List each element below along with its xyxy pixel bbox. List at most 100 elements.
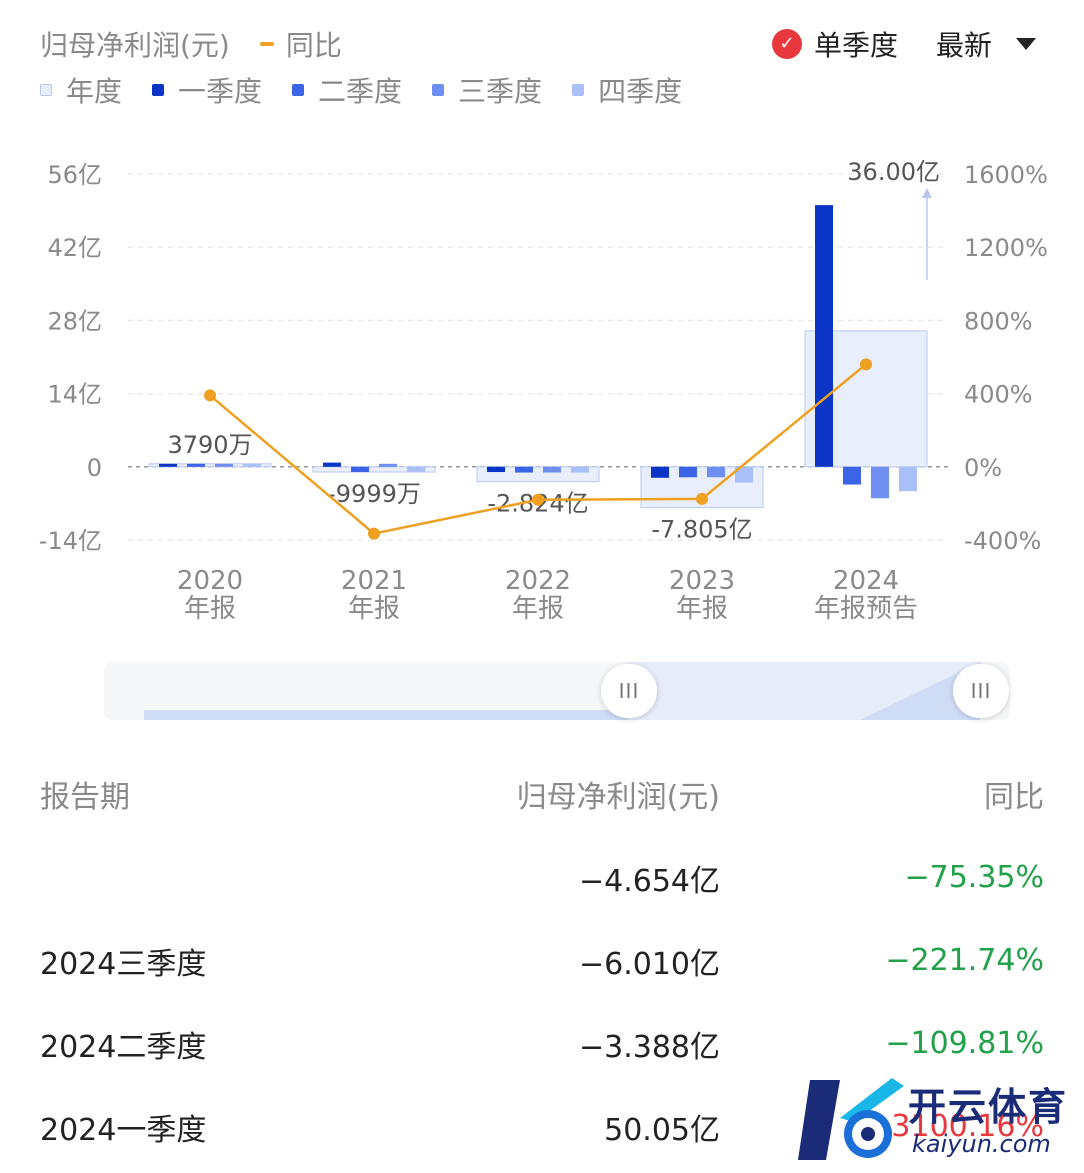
watermark-logo: 开云体育 kaiyun.com [796,1072,1080,1168]
range-slider[interactable]: III III [104,662,1010,720]
cell-profit: −3.388亿 [578,1029,720,1065]
legend-label: 四季度 [598,75,683,108]
table-row[interactable]: 2024一季度 50.05亿 3100.16% [40,1085,1044,1168]
quarter-bar [871,466,889,499]
sort-select[interactable]: 最新 [936,24,1037,64]
header-yoy[interactable]: 同比 [984,780,1044,815]
yoy-point [532,493,544,506]
legend-swatch [152,84,165,96]
sort-label: 最新 [936,29,993,62]
y-right-tick-label: 1600% [964,161,1048,189]
y-left-tick-label: 28亿 [47,307,102,335]
quarter-bar [243,463,261,467]
x-tick-label: 2024 [833,566,899,596]
legend-item-period-0[interactable]: 年度 [40,70,122,110]
annual-data-label: 36.00亿 [847,158,940,186]
cell-yoy: −109.81% [885,1026,1044,1061]
annual-bar [312,466,436,473]
overflow-arrow-icon [922,188,932,198]
slider-left-handle[interactable]: III [601,664,657,718]
annual-data-label: -9999万 [327,480,421,508]
legend-swatch [40,84,52,96]
y-left-tick-label: 42亿 [47,234,102,262]
y-right-tick-label: 800% [964,307,1033,335]
cell-period: 2024二季度 [40,1029,207,1065]
grip-icon: III [970,679,992,703]
x-tick-label: 年报 [348,594,400,624]
x-tick-label: 年报预告 [814,594,918,624]
quarter-bar [735,466,753,483]
grip-icon: III [618,679,640,703]
cell-profit: −6.010亿 [578,946,720,982]
quarter-bar [323,462,341,467]
table-row[interactable]: −4.654亿 −75.35% [40,836,1044,919]
x-tick-label: 2022 [505,566,571,596]
legend-label: 三季度 [458,75,543,108]
x-tick-label: 年报 [512,594,564,624]
metric-label: 归母净利润(元) [40,29,230,62]
quarter-bar [571,466,589,473]
yoy-line-swatch [259,42,274,46]
legend-item-period-2[interactable]: 二季度 [292,70,402,110]
cell-profit: 50.05亿 [604,1112,720,1148]
legend-item-period-1[interactable]: 一季度 [152,70,262,110]
y-right-tick-label: -400% [964,527,1041,555]
header-profit[interactable]: 归母净利润(元) [516,780,720,815]
y-left-tick-label: -14亿 [39,527,102,555]
quarter-bar [407,466,425,472]
legend-label: 一季度 [178,75,263,108]
annual-data-label: -7.805亿 [651,516,752,544]
annual-bar [476,466,600,483]
legend-item-period-4[interactable]: 四季度 [572,70,682,110]
slider-overview-area [144,710,980,720]
x-tick-label: 2020 [177,566,243,596]
quarter-bar [899,466,917,492]
legend-item-period-3[interactable]: 三季度 [432,70,542,110]
annual-data-label: 3790万 [167,431,252,459]
quarter-bar [515,466,533,473]
table-row[interactable]: 2024二季度 −3.388亿 −109.81% [40,1002,1044,1085]
legend-swatch [292,84,305,96]
legend-label: 年度 [66,75,123,108]
check-icon: ✓ [772,29,802,59]
legend-swatch [432,84,445,96]
x-tick-label: 2021 [341,566,407,596]
y-right-tick-label: 0% [964,454,1002,482]
cell-profit: −4.654亿 [578,863,720,899]
watermark-title: 开云体育 [908,1085,1069,1129]
quarter-bar [679,466,697,478]
table-header: 报告期 归母净利润(元) 同比 [40,752,1044,836]
cell-yoy: −221.74% [885,943,1044,978]
header-period[interactable]: 报告期 [40,780,130,815]
yoy-point [204,389,216,402]
table-row[interactable]: 2024三季度 −6.010亿 −221.74% [40,919,1044,1002]
quarter-bar [487,466,505,473]
slider-right-handle[interactable]: III [953,664,1009,718]
cell-yoy: −75.35% [904,860,1044,895]
y-left-tick-label: 0 [87,454,102,482]
profit-chart: 56亿 1600% 42亿 1200% 28亿 800% 14亿 400% 0 0% -14亿 -40… [39,158,1048,624]
y-left-tick-label: 14亿 [47,381,102,409]
yoy-legend-label[interactable]: 同比 [285,29,342,62]
slider-overview-spike [860,662,980,720]
quarter-bar [543,466,561,473]
annual-bar [148,463,272,468]
x-tick-label: 年报 [676,594,728,624]
legend-label: 二季度 [318,75,403,108]
cell-period: 2024一季度 [40,1112,207,1148]
chart-legend-top: 归母净利润(元) 同比 [40,24,342,64]
quarter-bar [215,463,233,467]
quarter-bar [651,466,669,478]
legend-swatch [572,84,585,96]
single-quarter-toggle[interactable]: ✓ 单季度 [772,24,898,64]
quarter-bar [159,463,177,467]
yoy-point [860,358,872,371]
cell-period: 2024三季度 [40,946,207,982]
y-right-tick-label: 400% [964,381,1033,409]
yoy-point [368,527,380,540]
x-tick-label: 2023 [669,566,735,596]
soccer-logo-icon [798,1078,904,1160]
table-body: −4.654亿 −75.35% 2024三季度 −6.010亿 −221.74% 2024… [40,836,1044,1168]
quarter-bar [187,463,205,467]
watermark-subtitle: kaiyun.com [912,1130,1051,1158]
